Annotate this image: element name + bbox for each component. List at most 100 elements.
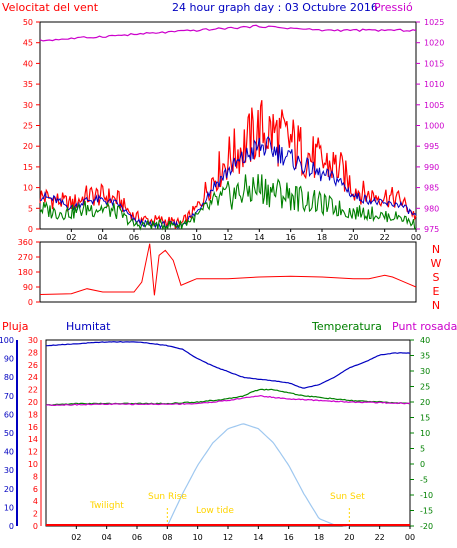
- wind-left-tick-label: 25: [23, 122, 33, 131]
- dir-compass-label: E: [433, 285, 440, 298]
- wind-left-tick-label: 10: [23, 184, 33, 193]
- rain-x-tick-label: 04: [102, 533, 112, 542]
- wind-right-tick-label: 985: [424, 184, 439, 193]
- rain-x-tick-label: 06: [132, 533, 142, 542]
- humidity-tick-label: 30: [4, 466, 14, 475]
- dir-left-tick-label: 270: [18, 253, 33, 262]
- direction-panel: [39, 241, 417, 303]
- wind-left-tick-label: 5: [28, 204, 33, 213]
- wind-right-tick-label: 1005: [424, 101, 444, 110]
- wind-right-tick-label: 1025: [424, 18, 444, 27]
- rain-x-tick-label: 12: [223, 533, 233, 542]
- wind-right-tick-label: 1000: [424, 122, 444, 131]
- humidity-tick-label: 100: [0, 336, 14, 345]
- wind-average-line: [39, 136, 417, 230]
- humidity-tick-label: 10: [4, 503, 14, 512]
- wind-left-tick-label: 30: [23, 101, 33, 110]
- rain-tick-label: 2: [33, 510, 38, 519]
- dir-left-tick-label: 360: [18, 238, 33, 247]
- rain-tick-label: 18: [28, 410, 38, 419]
- rain-tick-label: 8: [33, 472, 38, 481]
- wind-gust-line: [39, 174, 417, 231]
- wind-x-tick-label: 16: [286, 233, 296, 242]
- sunrise-label: Sun Rise: [148, 492, 187, 502]
- temp-tick-label: 40: [420, 336, 430, 345]
- wind-x-tick-label: 12: [223, 233, 233, 242]
- temp-tick-label: -20: [420, 522, 433, 531]
- rain-tick-label: 22: [28, 386, 38, 395]
- rain-tick-label: 14: [28, 435, 38, 444]
- rain-tick-label: 26: [28, 361, 38, 370]
- dir-compass-label: N: [432, 299, 440, 312]
- temp-tick-label: 15: [420, 414, 430, 423]
- temp-tick-label: -10: [420, 491, 433, 500]
- rain-tick-label: 12: [28, 448, 38, 457]
- lowtide-label: Low tide: [196, 506, 234, 516]
- wind-left-tick-label: 20: [23, 142, 33, 151]
- wind-left-tick-label: 40: [23, 59, 33, 68]
- legend-humidity: Humitat: [66, 320, 111, 333]
- temp-tick-label: 35: [420, 352, 430, 361]
- dir-compass-label: W: [431, 257, 442, 270]
- humidity-tick-label: 40: [4, 448, 14, 457]
- humidity-tick-label: 50: [4, 429, 14, 438]
- pressure-title: Pressió: [374, 1, 413, 14]
- rain-x-tick-label: 08: [162, 533, 172, 542]
- wind-title: Velocitat del vent: [2, 1, 99, 14]
- legend-temperature: Temperatura: [311, 320, 382, 333]
- humidity-tick-label: 20: [4, 485, 14, 494]
- pressure-line: [39, 24, 417, 42]
- humidity-tick-label: 70: [4, 392, 14, 401]
- temp-tick-label: 25: [420, 383, 430, 392]
- temperature-line: [45, 388, 411, 406]
- dewpoint-line: [45, 394, 411, 406]
- temp-tick-label: -5: [420, 476, 428, 485]
- humidity-tick-label: 90: [4, 355, 14, 364]
- rain-chart-layer: 0 10 20 30 40 5 06 0 70 80 90 100 02 4 6 8 10 12 14 16 18 20 2…: [0, 336, 433, 542]
- rain-tick-label: 20: [28, 398, 38, 407]
- rain-tick-label: 10: [28, 460, 38, 469]
- wind-speed-line: [39, 100, 417, 229]
- rain-tick-label: 0: [33, 522, 38, 531]
- wind-left-tick-label: 15: [23, 163, 33, 172]
- dir-left-tick-label: 180: [18, 268, 33, 277]
- rain-x-tick-label: 16: [284, 533, 294, 542]
- wind-right-tick-label: 995: [424, 142, 439, 151]
- legend-rain: Pluja: [2, 320, 28, 333]
- temp-tick-label: 5: [420, 445, 425, 454]
- rain-tick-label: 30: [28, 336, 38, 345]
- wind-left-tick-label: 35: [23, 80, 33, 89]
- wind-x-tick-label: 10: [192, 233, 202, 242]
- sunset-label: Sun Set: [330, 492, 365, 502]
- wind-x-tick-label: 08: [160, 233, 170, 242]
- wind-right-tick-label: 990: [424, 163, 439, 172]
- rain-tick-label: 4: [33, 497, 38, 506]
- rain-x-tick-label: 02: [71, 533, 81, 542]
- twilight-label: Twilight: [89, 501, 124, 511]
- wind-right-tick-label: 980: [424, 204, 439, 213]
- humidity-tick-label: 80: [4, 373, 14, 382]
- legend-dewpoint: Punt rosada: [392, 320, 457, 333]
- rain-tick-label: 6: [33, 485, 38, 494]
- rain-tick-label: 24: [28, 373, 38, 382]
- rain-x-tick-label: 00: [405, 533, 415, 542]
- wind-x-tick-label: 20: [348, 233, 358, 242]
- rain-tick-label: 28: [28, 348, 38, 357]
- wind-left-tick-label: 45: [23, 39, 33, 48]
- dir-left-tick-label: 90: [23, 283, 33, 292]
- sun-path-line: [166, 423, 350, 527]
- chart-title: 24 hour graph day : 03 Octubre 2016: [172, 1, 378, 14]
- wind-x-tick-label: 00: [411, 233, 421, 242]
- wind-right-tick-label: 1020: [424, 39, 444, 48]
- wind-right-tick-label: 975: [424, 225, 439, 234]
- wind-left-tick-label: 50: [23, 18, 33, 27]
- rain-x-tick-label: 14: [253, 533, 263, 542]
- wind-right-tick-label: 1015: [424, 59, 444, 68]
- dir-compass-label: N: [432, 243, 440, 256]
- temp-tick-label: 0: [420, 460, 425, 469]
- temp-tick-label: 20: [420, 398, 430, 407]
- wind-x-tick-label: 04: [98, 233, 108, 242]
- wind-left-tick-label: 0: [28, 225, 33, 234]
